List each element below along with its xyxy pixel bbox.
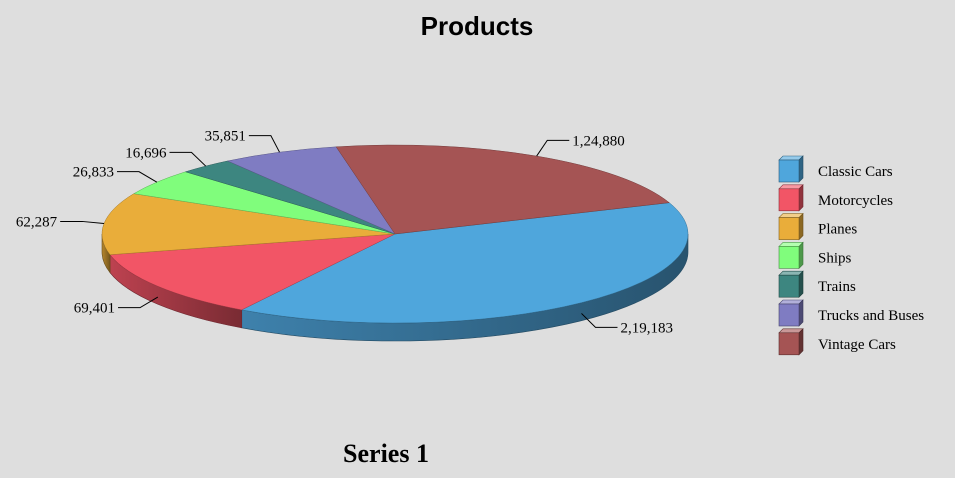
chart-title: Products xyxy=(421,11,534,41)
leader-line-classic-cars xyxy=(581,313,618,328)
legend-item-trucks-and-buses: Trucks and Buses xyxy=(778,299,924,327)
legend-item-vintage-cars: Vintage Cars xyxy=(778,328,896,356)
leader-line-ships xyxy=(116,171,158,183)
data-label-trains: 16,696 xyxy=(125,145,167,161)
legend-label-ships: Ships xyxy=(818,250,852,266)
pie-slice-planes xyxy=(101,193,396,255)
legend-label-planes: Planes xyxy=(818,222,857,238)
legend-swatch-planes xyxy=(778,212,804,241)
data-label-trucks-and-buses: 35,851 xyxy=(205,129,246,145)
legend-swatch-trains xyxy=(778,270,804,298)
legend-item-planes: Planes xyxy=(778,212,857,241)
leader-line-motorcycles xyxy=(118,296,159,309)
leader-line-planes xyxy=(60,220,105,225)
legend-item-ships: Ships xyxy=(778,241,852,270)
data-label-vintage-cars: 1,24,880 xyxy=(572,133,625,149)
data-label-motorcycles: 69,401 xyxy=(74,301,115,317)
pie-slice-trucks-and-buses xyxy=(226,146,396,235)
legend-label-trains: Trains xyxy=(818,279,856,295)
data-label-planes: 62,287 xyxy=(16,214,58,230)
series-title: Series 1 xyxy=(343,439,429,468)
pie-slice-vintage-cars xyxy=(335,144,670,235)
leader-line-trains xyxy=(169,151,207,167)
legend-swatch-vintage-cars xyxy=(778,328,804,356)
pie-slice-classic-cars xyxy=(240,202,689,324)
legend-swatch-classic-cars xyxy=(778,155,804,183)
data-label-classic-cars: 2,19,183 xyxy=(620,320,673,336)
legend-item-motorcycles: Motorcycles xyxy=(778,184,893,212)
legend-swatch-trucks-and-buses xyxy=(778,299,804,327)
pie-top xyxy=(101,144,689,324)
legend: Classic Cars Motorcycles Planes Ships Trains… xyxy=(778,155,924,356)
legend-swatch-ships xyxy=(778,241,804,270)
legend-item-classic-cars: Classic Cars xyxy=(778,155,893,183)
data-label-ships: 26,833 xyxy=(73,165,114,181)
pie-labels: 2,19,183 69,401 62,287 26,833 16,696 35,851 1,… xyxy=(16,129,673,337)
legend-item-trains: Trains xyxy=(778,270,856,298)
leader-line-vintage-cars xyxy=(536,139,570,157)
legend-label-trucks-and-buses: Trucks and Buses xyxy=(818,308,924,324)
legend-label-classic-cars: Classic Cars xyxy=(818,164,893,180)
legend-swatch-motorcycles xyxy=(778,184,804,212)
legend-label-vintage-cars: Vintage Cars xyxy=(818,337,896,353)
legend-label-motorcycles: Motorcycles xyxy=(818,193,893,209)
pie-slice-motorcycles xyxy=(109,233,396,311)
leader-line-trucks-and-buses xyxy=(248,135,280,153)
